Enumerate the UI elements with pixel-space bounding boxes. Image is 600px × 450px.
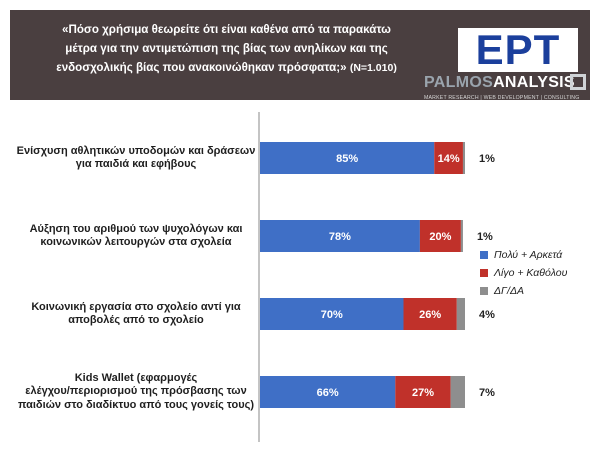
palmos-analysis-logo: PALMOSANALYSIS xyxy=(424,73,575,95)
chart-title: «Πόσο χρήσιμα θεωρείτε ότι είναι καθένα … xyxy=(24,20,429,78)
ert-logo-text: ΕΡΤ xyxy=(475,26,561,73)
bar-3-2 xyxy=(460,220,463,252)
bar-3-3 xyxy=(456,298,465,330)
data-label-2-3: 26% xyxy=(419,309,441,321)
category-label-1: Ενίσχυση αθλητικών υποδομών και δράσεων γ… xyxy=(16,145,256,172)
chart-area: 85% 14% 1% 78% 20% 1% 70% 26% 4% 66% 27% 7% Ενίσχυσ… xyxy=(10,112,590,442)
data-label-1-3: 70% xyxy=(321,309,343,321)
bar-chart: 85% 14% 1% 78% 20% 1% 70% 26% 4% 66% 27% 7% xyxy=(258,112,495,442)
bar-2-4 xyxy=(395,376,451,408)
legend-swatch-3 xyxy=(480,287,488,295)
category-label-3-line-1: Κοινωνική εργασία στο σχολείο αντί για xyxy=(31,300,241,313)
palmos-logo-part1: PALMOS xyxy=(424,74,494,91)
category-label-4: Kids Wallet (εφαρμογές ελέγχου/περιορισμο… xyxy=(16,372,256,413)
legend-label-3: ΔΓ/ΔΑ xyxy=(494,285,524,297)
data-label-1-1: 85% xyxy=(336,153,358,165)
legend-swatch-2 xyxy=(480,269,488,277)
data-label-3-3: 4% xyxy=(479,309,495,321)
legend-swatch-1 xyxy=(480,251,488,259)
data-label-2-4: 27% xyxy=(412,387,434,399)
data-label-2-1: 14% xyxy=(438,153,460,165)
bar-1-4 xyxy=(260,376,396,408)
category-label-2-line-1: Αύξηση του αριθμού των ψυχολόγων και xyxy=(29,222,243,235)
title-line-2: μέτρα για την αντιμετώπιση της βίας των … xyxy=(65,42,388,55)
bar-1-1 xyxy=(260,142,435,174)
bar-2-3 xyxy=(403,298,457,330)
ert-logo: ΕΡΤ xyxy=(458,28,578,72)
sample-size: (N=1.010) xyxy=(349,62,397,74)
category-label-4-line-1: Kids Wallet (εφαρμογές xyxy=(74,371,198,384)
data-label-1-4: 66% xyxy=(317,387,339,399)
palmos-tagline: MARKET RESEARCH | WEB DEVELOPMENT | CONS… xyxy=(424,95,580,101)
bar-1-3 xyxy=(260,298,404,330)
bar-3-1 xyxy=(462,142,465,174)
data-label-2-2: 20% xyxy=(429,231,451,243)
bar-2-2 xyxy=(419,220,461,252)
title-line-3: ενδοσχολικής βίας που ανακοινώθηκαν πρόσ… xyxy=(24,58,429,78)
palmos-logo-part2: ANALYSIS xyxy=(493,74,575,91)
data-label-3-2: 1% xyxy=(477,231,493,243)
category-label-3-line-2: αποβολές από το σχολείο xyxy=(68,314,204,326)
bar-2-1 xyxy=(434,142,463,174)
data-label-3-1: 1% xyxy=(479,153,495,165)
palmos-logo-square-icon xyxy=(570,74,586,90)
bar-1-2 xyxy=(260,220,420,252)
header-banner: «Πόσο χρήσιμα θεωρείτε ότι είναι καθένα … xyxy=(10,10,590,101)
category-label-1-line-1: Ενίσχυση αθλητικών υποδομών και δράσεων xyxy=(16,144,256,157)
data-label-1-2: 78% xyxy=(329,231,351,243)
category-label-2: Αύξηση του αριθμού των ψυχολόγων και κοιν… xyxy=(16,223,256,250)
title-line-3-text: ενδοσχολικής βίας που ανακοινώθηκαν πρόσ… xyxy=(56,61,347,74)
bar-3-4 xyxy=(450,376,465,408)
title-line-1: «Πόσο χρήσιμα θεωρείτε ότι είναι καθένα … xyxy=(62,23,391,36)
category-label-4-line-2: ελέγχου/περιορισμού της πρόσβασης των xyxy=(25,385,247,398)
category-label-4-line-3: παιδιών στο διαδίκτυο από τους γονείς το… xyxy=(17,398,255,411)
data-label-3-4: 7% xyxy=(479,387,495,399)
legend-label-1: Πολύ + Αρκετά xyxy=(494,249,563,261)
category-label-1-line-2: για παιδιά και εφήβους xyxy=(75,158,197,170)
category-label-3: Κοινωνική εργασία στο σχολείο αντί για απ… xyxy=(16,301,256,328)
legend-label-2: Λίγο + Καθόλου xyxy=(494,267,568,279)
category-label-2-line-2: κοινωνικών λειτουργών στα σχολεία xyxy=(40,236,232,248)
